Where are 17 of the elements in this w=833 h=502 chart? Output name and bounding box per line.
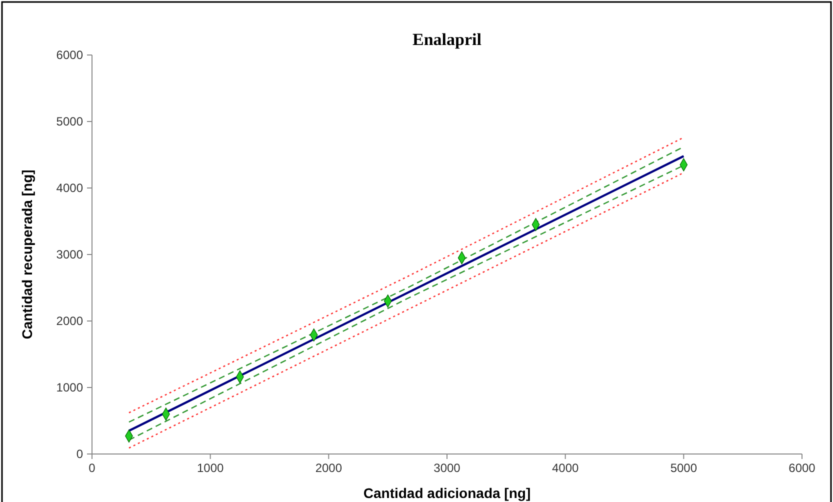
x-tick-label: 5000 [670, 461, 698, 475]
x-tick-label: 0 [88, 461, 96, 475]
x-tick-label: 4000 [552, 461, 580, 475]
x-tick-label: 1000 [196, 461, 224, 475]
x-axis-title: Cantidad adicionada [ng] [363, 485, 531, 501]
y-tick-label: 1000 [56, 380, 84, 394]
y-tick-label: 0 [76, 447, 84, 461]
x-tick-label: 3000 [434, 461, 461, 475]
y-tick-label: 3000 [56, 248, 84, 262]
y-axis-title: Cantidad recuperada [ng] [19, 170, 35, 340]
y-tick-label: 5000 [56, 114, 84, 128]
chart-title: Enalapril [412, 30, 482, 49]
y-tick-label: 6000 [56, 48, 84, 62]
y-tick-label: 2000 [56, 314, 84, 328]
x-tick-label: 6000 [788, 461, 816, 475]
y-tick-label: 4000 [56, 181, 84, 195]
x-tick-label: 2000 [315, 461, 342, 475]
